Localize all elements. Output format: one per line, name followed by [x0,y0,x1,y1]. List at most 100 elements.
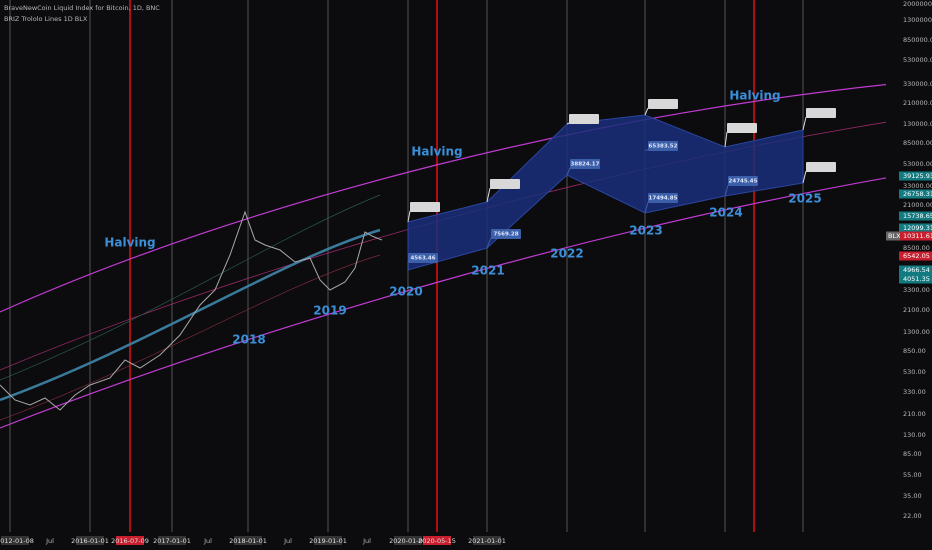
price-badge [899,251,932,261]
time-tick-label: 2017-01-01 [153,537,191,545]
time-badge [473,536,501,545]
price-tick-label: 53000.00 [903,160,932,168]
price-tick-label: 210.00 [903,410,926,418]
callout-pointer [802,116,807,131]
upper-band [0,79,932,313]
price-badge-label: 4051.35 [903,275,930,283]
price-badge [899,223,932,233]
price-badge-label: 26758.31 [903,190,932,198]
price-badge-label: 12099.31 [903,224,932,232]
year-label: 2025 [788,192,821,206]
time-tick-label: 2020-01-01 [389,537,427,545]
price-badge-label: 6542.05 [903,252,930,260]
price-tick-label: 21000.00 [903,201,932,209]
price-tick-label: 210000.00 [903,99,932,107]
price-tick-label: 130000.00 [903,120,932,128]
halving-label: Halving [729,89,780,103]
callout-pointer [724,184,729,197]
year-label: 2020 [389,285,422,299]
price-tick-label: 35.00 [903,492,922,500]
price-tick-label: 850000.00 [903,36,932,44]
last-price-badge [900,231,932,241]
price-badge [899,189,932,199]
callout-box [408,253,438,263]
time-tick-label: Jul [362,537,371,545]
price-tick-label: 330000.00 [903,80,932,88]
halving-label: Halving [104,236,155,250]
time-badge [1,536,29,545]
callout-pointer [486,237,492,249]
price-badge-label: 4966.54 [903,266,930,274]
ticker-label: BLX [888,232,901,240]
time-badge [314,536,342,545]
callout-pointer [802,170,807,184]
callout-label: 65383.52 [649,144,678,150]
callout-label: 7569.28 [493,232,518,238]
time-tick-label: 2018-01-01 [229,537,267,545]
callout-box [491,229,521,239]
callout-pointer [566,167,571,176]
lower-band [0,169,932,429]
trend-line [0,194,381,381]
price-tick-label: 85.00 [903,450,922,458]
callout-box [648,141,678,151]
callout-box [728,176,758,186]
time-tick-label: 2021-01-01 [468,537,506,545]
symbol-title: BraveNewCoin Liquid Index for Bitcoin, 1… [4,4,160,12]
ticker-badge [886,231,900,241]
callout-box [648,99,678,109]
price-tick-label: 55.00 [903,471,922,479]
year-label: 2021 [471,264,504,278]
price-badge [899,171,932,181]
callout-box [490,179,520,189]
callout-box [648,193,678,203]
time-tick-label: Jul [283,537,292,545]
time-badge [76,536,104,545]
halving-label: Halving [411,145,462,159]
callout-box [727,123,757,133]
callout-label: 38824.17 [571,162,600,168]
callout-label: 4563.46 [410,256,435,262]
callout-pointer [724,131,728,148]
year-label: 2024 [709,206,742,220]
price-tick-label: 8500.00 [903,244,930,252]
year-label: 2023 [629,224,662,238]
price-tick-label: 850.00 [903,347,926,355]
price-badge-label: 39125.93 [903,172,932,180]
price-tick-label: 130.00 [903,431,926,439]
time-axis [0,532,932,550]
callout-box [569,114,599,124]
last-price-label: 10311.61 [903,232,932,240]
price-tick-label: 1300000.00 [903,16,932,24]
year-label: 2022 [550,247,583,261]
price-tick-label: 530000.00 [903,56,932,64]
price-series [0,210,383,411]
callout-box [410,202,440,212]
price-tick-label: 1300.00 [903,328,930,336]
year-label: 2019 [313,304,346,318]
year-label: 2018 [232,333,265,347]
price-badge [899,265,932,275]
callout-pointer [566,122,570,125]
callout-label: 17494.85 [649,196,678,202]
callout-box [806,108,836,118]
time-badge [158,536,186,545]
callout-label: 24745.45 [729,179,758,185]
price-tick-label: 3300.00 [903,286,930,294]
time-badge [234,536,262,545]
trend-line [0,228,381,402]
time-tick-label: 2020-05-15 [418,537,456,545]
trend-line [0,254,381,421]
callout-pointer [486,187,491,203]
time-tick-label: 2016-01-01 [71,537,109,545]
price-badge-label: 15738.65 [903,212,932,220]
time-badge [423,536,451,545]
time-tick-label: Jul [203,537,212,545]
callout-pointer [644,201,649,214]
price-tick-label: 85000.00 [903,139,932,147]
price-tick-label: 330.00 [903,388,926,396]
time-tick-label: 2019-01-01 [309,537,347,545]
callout-box [570,159,600,169]
time-tick-label: 2016-07-09 [111,537,149,545]
